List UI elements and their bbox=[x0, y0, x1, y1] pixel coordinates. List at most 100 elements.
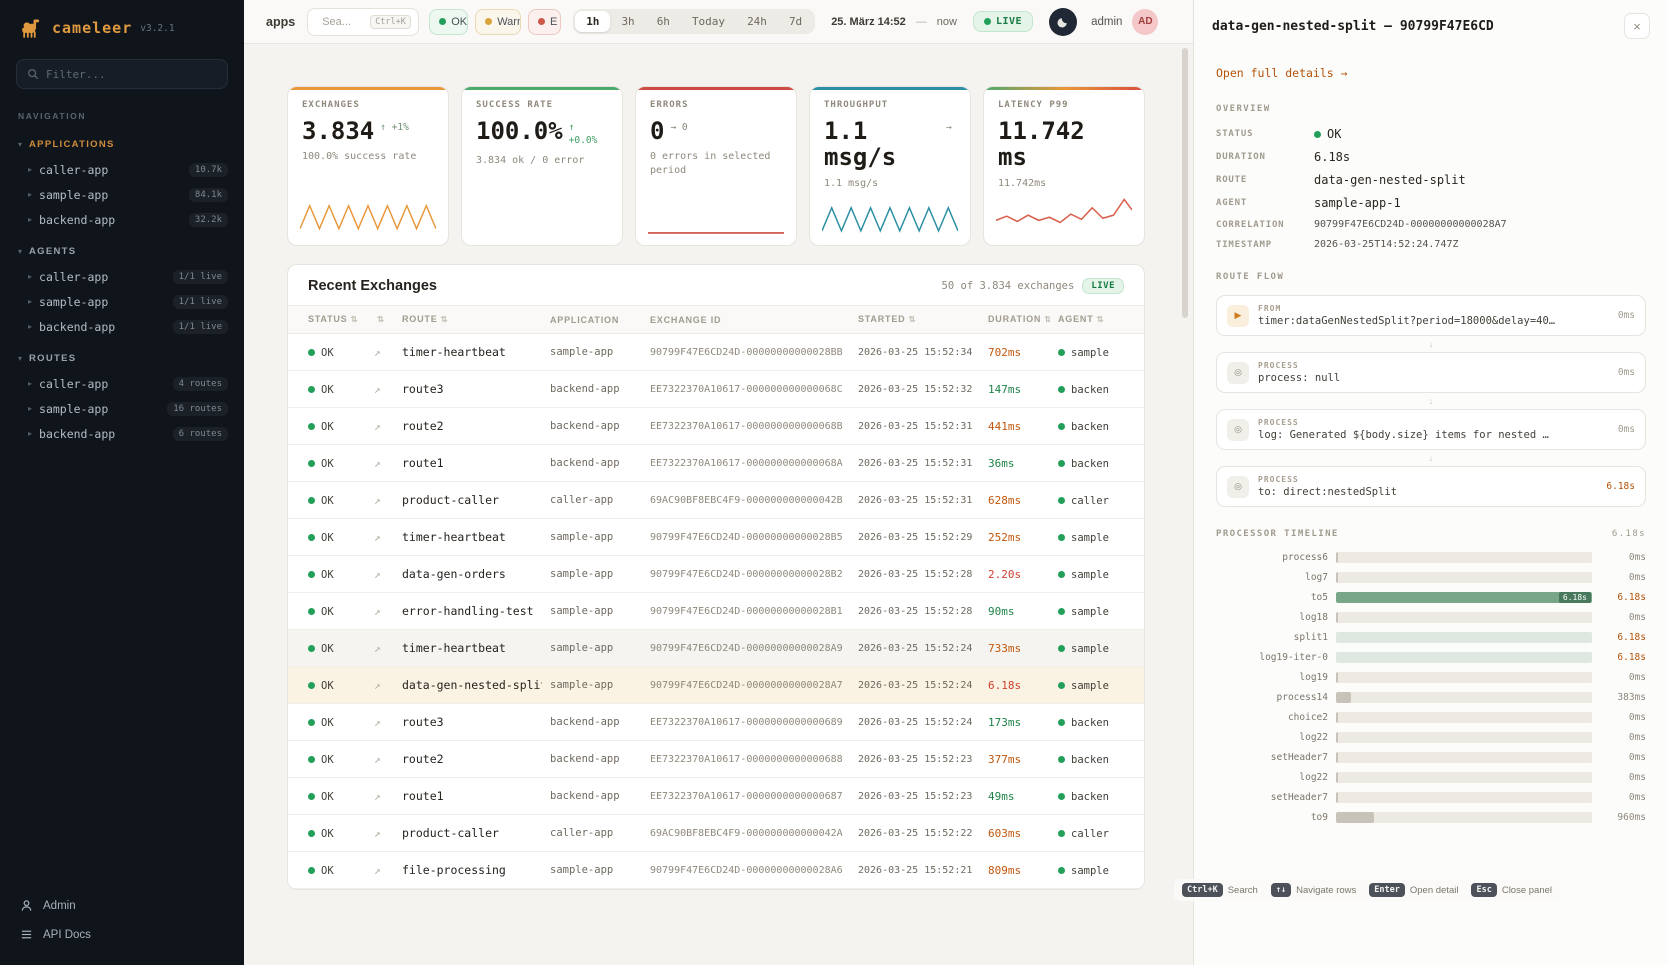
timeline-row[interactable]: log7 0ms bbox=[1216, 570, 1646, 585]
range-button[interactable]: 24h bbox=[736, 11, 778, 32]
range-button[interactable]: 7d bbox=[778, 11, 813, 32]
timeline-row[interactable]: to9 960ms bbox=[1216, 810, 1646, 825]
route-flow-step[interactable]: ◎ PROCESS to: direct:nestedSplit 6.18s bbox=[1216, 466, 1646, 507]
sidebar-item[interactable]: ▸ sample-app 16 routes bbox=[0, 396, 244, 421]
global-search[interactable]: Ctrl+K bbox=[307, 7, 420, 36]
timeline-row[interactable]: log19 0ms bbox=[1216, 670, 1646, 685]
column-header[interactable]: STATUS ⇅ bbox=[288, 305, 366, 334]
table-row[interactable]: OK ↗ file-processing sample-app 90799F47… bbox=[288, 851, 1144, 889]
step-duration: 0ms bbox=[1617, 310, 1635, 321]
date-range-label[interactable]: 25. März 14:52 bbox=[831, 15, 906, 28]
processor-name: process6 bbox=[1282, 552, 1328, 563]
column-header[interactable]: EXCHANGE ID bbox=[642, 305, 850, 334]
scrollbar-thumb[interactable] bbox=[1182, 48, 1188, 318]
table-row[interactable]: OK ↗ route1 backend-app EE7322370A10617-… bbox=[288, 444, 1144, 482]
open-exchange-icon[interactable]: ↗ bbox=[374, 419, 381, 433]
open-exchange-icon[interactable]: ↗ bbox=[374, 456, 381, 470]
timeline-row[interactable]: process6 0ms bbox=[1216, 550, 1646, 565]
timeline-row[interactable]: to5 6.18s 6.18s bbox=[1216, 590, 1646, 605]
sidebar-item[interactable]: ▸ sample-app 84.1k bbox=[0, 182, 244, 207]
open-exchange-icon[interactable]: ↗ bbox=[374, 752, 381, 766]
sidebar-item[interactable]: ▸ backend-app 1/1 live bbox=[0, 314, 244, 339]
table-row[interactable]: OK ↗ timer-heartbeat sample-app 90799F47… bbox=[288, 333, 1144, 371]
table-row[interactable]: OK ↗ product-caller caller-app 69AC90BF8… bbox=[288, 481, 1144, 519]
route-flow-step[interactable]: ◎ PROCESS process: null 0ms bbox=[1216, 352, 1646, 393]
overview-row: STATUS OK bbox=[1216, 127, 1646, 141]
timeline-row[interactable]: log19-iter-0 6.18s bbox=[1216, 650, 1646, 665]
table-row[interactable]: OK ↗ route3 backend-app EE7322370A10617-… bbox=[288, 370, 1144, 408]
column-header[interactable]: ROUTE ⇅ bbox=[394, 305, 542, 334]
table-row[interactable]: OK ↗ error-handling-test sample-app 9079… bbox=[288, 592, 1144, 630]
sidebar-item[interactable]: ▸ sample-app 1/1 live bbox=[0, 289, 244, 314]
status-filter-pill[interactable]: E bbox=[528, 8, 562, 35]
now-label[interactable]: now bbox=[936, 15, 957, 28]
close-icon[interactable]: × bbox=[1624, 13, 1650, 39]
timeline-row[interactable]: process14 383ms bbox=[1216, 690, 1646, 705]
open-exchange-icon[interactable]: ↗ bbox=[374, 826, 381, 840]
status-filter-pill[interactable]: Warn bbox=[475, 8, 522, 35]
timeline-row[interactable]: log22 0ms bbox=[1216, 730, 1646, 745]
column-header[interactable]: DURATION⇅ bbox=[980, 305, 1050, 334]
sidebar-section-header[interactable]: ▾ APPLICATIONS bbox=[0, 135, 244, 154]
route-flow-step[interactable]: ◎ PROCESS log: Generated ${body.size} it… bbox=[1216, 409, 1646, 450]
column-header[interactable]: ⇅ bbox=[366, 305, 394, 334]
status-filter-pill[interactable]: OK bbox=[429, 8, 469, 35]
table-row[interactable]: OK ↗ product-caller caller-app 69AC90BF8… bbox=[288, 814, 1144, 852]
range-button[interactable]: 3h bbox=[610, 11, 645, 32]
sidebar-item[interactable]: ▸ backend-app 6 routes bbox=[0, 421, 244, 446]
timeline-row[interactable]: setHeader7 0ms bbox=[1216, 790, 1646, 805]
column-header[interactable]: APPLICATION bbox=[542, 305, 642, 334]
open-exchange-icon[interactable]: ↗ bbox=[374, 641, 381, 655]
sidebar-item[interactable]: ▸ caller-app 1/1 live bbox=[0, 264, 244, 289]
sidebar-item-api-docs[interactable]: API Docs bbox=[0, 920, 244, 949]
open-exchange-icon[interactable]: ↗ bbox=[374, 715, 381, 729]
range-button[interactable]: 1h bbox=[575, 11, 611, 32]
open-exchange-icon[interactable]: ↗ bbox=[374, 382, 381, 396]
user-avatar[interactable]: AD bbox=[1132, 8, 1159, 35]
table-row[interactable]: OK ↗ route1 backend-app EE7322370A10617-… bbox=[288, 777, 1144, 815]
open-exchange-icon[interactable]: ↗ bbox=[374, 678, 381, 692]
open-exchange-icon[interactable]: ↗ bbox=[374, 567, 381, 581]
sidebar-item[interactable]: ▸ caller-app 4 routes bbox=[0, 371, 244, 396]
sidebar-filter[interactable] bbox=[16, 59, 228, 89]
sidebar-section-header[interactable]: ▾ AGENTS bbox=[0, 242, 244, 261]
open-exchange-icon[interactable]: ↗ bbox=[374, 604, 381, 618]
open-full-details-link[interactable]: Open full details → bbox=[1216, 66, 1348, 80]
range-button[interactable]: 6h bbox=[646, 11, 681, 32]
timeline-row[interactable]: setHeader7 0ms bbox=[1216, 750, 1646, 765]
open-exchange-icon[interactable]: ↗ bbox=[374, 530, 381, 544]
table-row[interactable]: OK ↗ route2 backend-app EE7322370A10617-… bbox=[288, 740, 1144, 778]
timeline-row[interactable]: split1 6.18s bbox=[1216, 630, 1646, 645]
table-row[interactable]: OK ↗ route3 backend-app EE7322370A10617-… bbox=[288, 703, 1144, 741]
live-badge[interactable]: LIVE bbox=[972, 11, 1034, 32]
sidebar-item-admin[interactable]: Admin bbox=[0, 891, 244, 920]
filter-input[interactable] bbox=[46, 67, 217, 81]
range-button[interactable]: Today bbox=[681, 11, 736, 32]
open-exchange-icon[interactable]: ↗ bbox=[374, 345, 381, 359]
table-row[interactable]: OK ↗ data-gen-orders sample-app 90799F47… bbox=[288, 555, 1144, 593]
route-flow-step[interactable]: ▶ FROM timer:dataGenNestedSplit?period=1… bbox=[1216, 295, 1646, 336]
timeline-row[interactable]: choice2 0ms bbox=[1216, 710, 1646, 725]
agent-cell: backen bbox=[1050, 444, 1144, 482]
timeline-row[interactable]: log18 0ms bbox=[1216, 610, 1646, 625]
open-exchange-icon[interactable]: ↗ bbox=[374, 863, 381, 877]
open-exchange-icon[interactable]: ↗ bbox=[374, 789, 381, 803]
context-tab-apps[interactable]: apps bbox=[266, 14, 296, 29]
status-label: OK bbox=[321, 531, 334, 544]
status-label: OK bbox=[321, 568, 334, 581]
sidebar-section-header[interactable]: ▾ ROUTES bbox=[0, 349, 244, 368]
sidebar-item[interactable]: ▸ backend-app 32.2k bbox=[0, 207, 244, 232]
timeline-row[interactable]: log22 0ms bbox=[1216, 770, 1646, 785]
table-row[interactable]: OK ↗ route2 backend-app EE7322370A10617-… bbox=[288, 407, 1144, 445]
search-shortcut-badge: Ctrl+K bbox=[370, 14, 411, 29]
sidebar-item[interactable]: ▸ caller-app 10.7k bbox=[0, 157, 244, 182]
search-input[interactable] bbox=[322, 15, 365, 28]
column-header[interactable]: AGENT ⇅ bbox=[1050, 305, 1144, 334]
main-scrollbar[interactable] bbox=[1182, 48, 1188, 961]
table-row[interactable]: OK ↗ timer-heartbeat sample-app 90799F47… bbox=[288, 629, 1144, 667]
table-row[interactable]: OK ↗ timer-heartbeat sample-app 90799F47… bbox=[288, 518, 1144, 556]
open-exchange-icon[interactable]: ↗ bbox=[374, 493, 381, 507]
theme-toggle[interactable] bbox=[1049, 7, 1078, 36]
table-row[interactable]: OK ↗ data-gen-nested-split sample-app 90… bbox=[288, 666, 1144, 704]
column-header[interactable]: STARTED ⇅ bbox=[850, 305, 980, 334]
